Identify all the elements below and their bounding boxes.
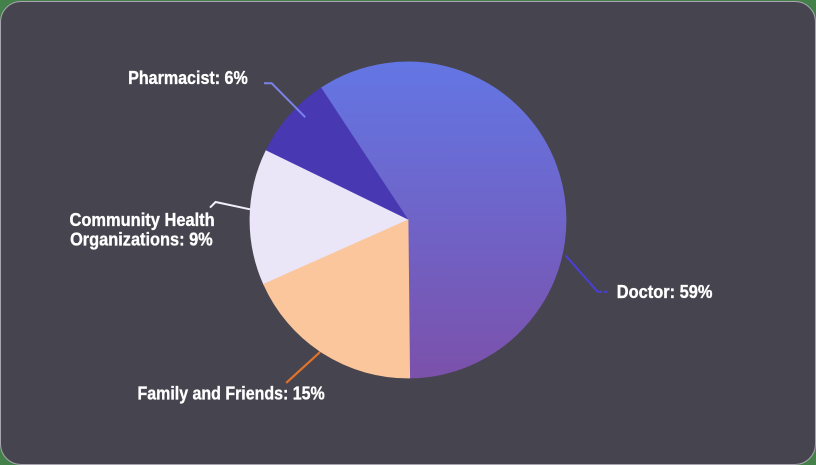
svg-text:Community Health: Community Health <box>70 209 215 230</box>
svg-text:Organizations: 9%: Organizations: 9% <box>70 228 213 249</box>
svg-text:Family and Friends: 15%: Family and Friends: 15% <box>138 382 325 403</box>
svg-text:Pharmacist: 6%: Pharmacist: 6% <box>128 67 248 88</box>
svg-text:Doctor: 59%: Doctor: 59% <box>617 281 713 302</box>
